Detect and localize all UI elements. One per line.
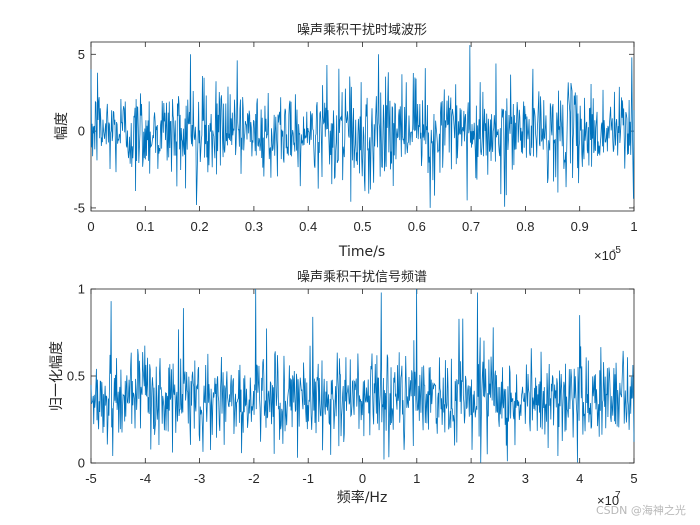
top-exponent-base: ×10 [594,248,616,263]
bottom-axes-box [90,288,635,464]
top-x-tick-label: 1 [630,219,637,234]
bottom-y-tick-label: 0.5 [67,369,85,384]
top-x-tick-label: 0.1 [136,219,154,234]
bottom-x-tick-label: 5 [630,471,637,486]
bottom-y-axis-label: 归一化幅度 [48,341,65,411]
top-y-tick-label: -5 [73,200,85,215]
bottom-y-tick-label: 1 [78,282,85,297]
top-x-tick-label: 0.9 [571,219,589,234]
bottom-series-line [90,288,635,463]
bottom-ticks: -5 -4 -3 -2 -1 0 1 2 3 4 5 0 0.5 1 [67,282,638,487]
top-y-tick-label: 5 [78,47,85,62]
top-axes: 0 0.1 0.2 0.3 0.4 0.5 0.6 0.7 0.8 0.9 1-505 噪声乘积干扰… [54,23,638,263]
top-y-axis-label: 幅度 [54,112,70,140]
top-x-tick-label: 0.6 [408,219,426,234]
top-exponent-power: -5 [612,245,621,256]
top-x-tick-label: 0.4 [299,219,317,234]
top-x-exponent: ×10 -5 [594,245,621,263]
watermark: CSDN @海神之光 [596,503,686,517]
bottom-x-tick-label: 2 [467,471,474,486]
bottom-y-tick-label: 0 [78,456,85,471]
bottom-x-tick-label: -4 [140,471,152,486]
bottom-chart-title: 噪声乘积干扰信号频谱 [297,270,427,285]
top-x-tick-label: 0.5 [353,219,371,234]
top-x-tick-label: 0 [87,219,94,234]
top-ticks: 0 0.1 0.2 0.3 0.4 0.5 0.6 0.7 0.8 0.9 1-505 [73,42,638,234]
bottom-axes: -5 -4 -3 -2 -1 0 1 2 3 4 5 0 0.5 1 噪声乘积干扰信号频谱 频率/Hz 归… [48,270,638,508]
bottom-x-tick-label: -2 [248,471,260,486]
top-series-line [90,45,635,208]
bottom-x-axis-label: 频率/Hz [337,489,388,506]
bottom-x-tick-label: 1 [413,471,420,486]
bottom-x-tick-label: -5 [85,471,97,486]
top-x-tick-label: 0.3 [245,219,263,234]
bottom-exponent-power: 7 [615,490,621,501]
bottom-x-exponent: ×10 7 [597,490,621,508]
top-x-tick-label: 0.8 [516,219,534,234]
top-x-axis-label: Time/s [338,244,385,260]
bottom-x-tick-label: -3 [194,471,206,486]
top-chart-title: 噪声乘积干扰时域波形 [297,23,427,38]
top-y-tick-label: 0 [78,124,85,139]
bottom-x-tick-label: 4 [576,471,583,486]
bottom-x-tick-label: -1 [302,471,314,486]
bottom-exponent-base: ×10 [597,493,619,508]
top-x-tick-label: 0.2 [191,219,209,234]
top-x-tick-label: 0.7 [462,219,480,234]
bottom-x-tick-label: 3 [522,471,529,486]
bottom-x-tick-label: 0 [359,471,366,486]
